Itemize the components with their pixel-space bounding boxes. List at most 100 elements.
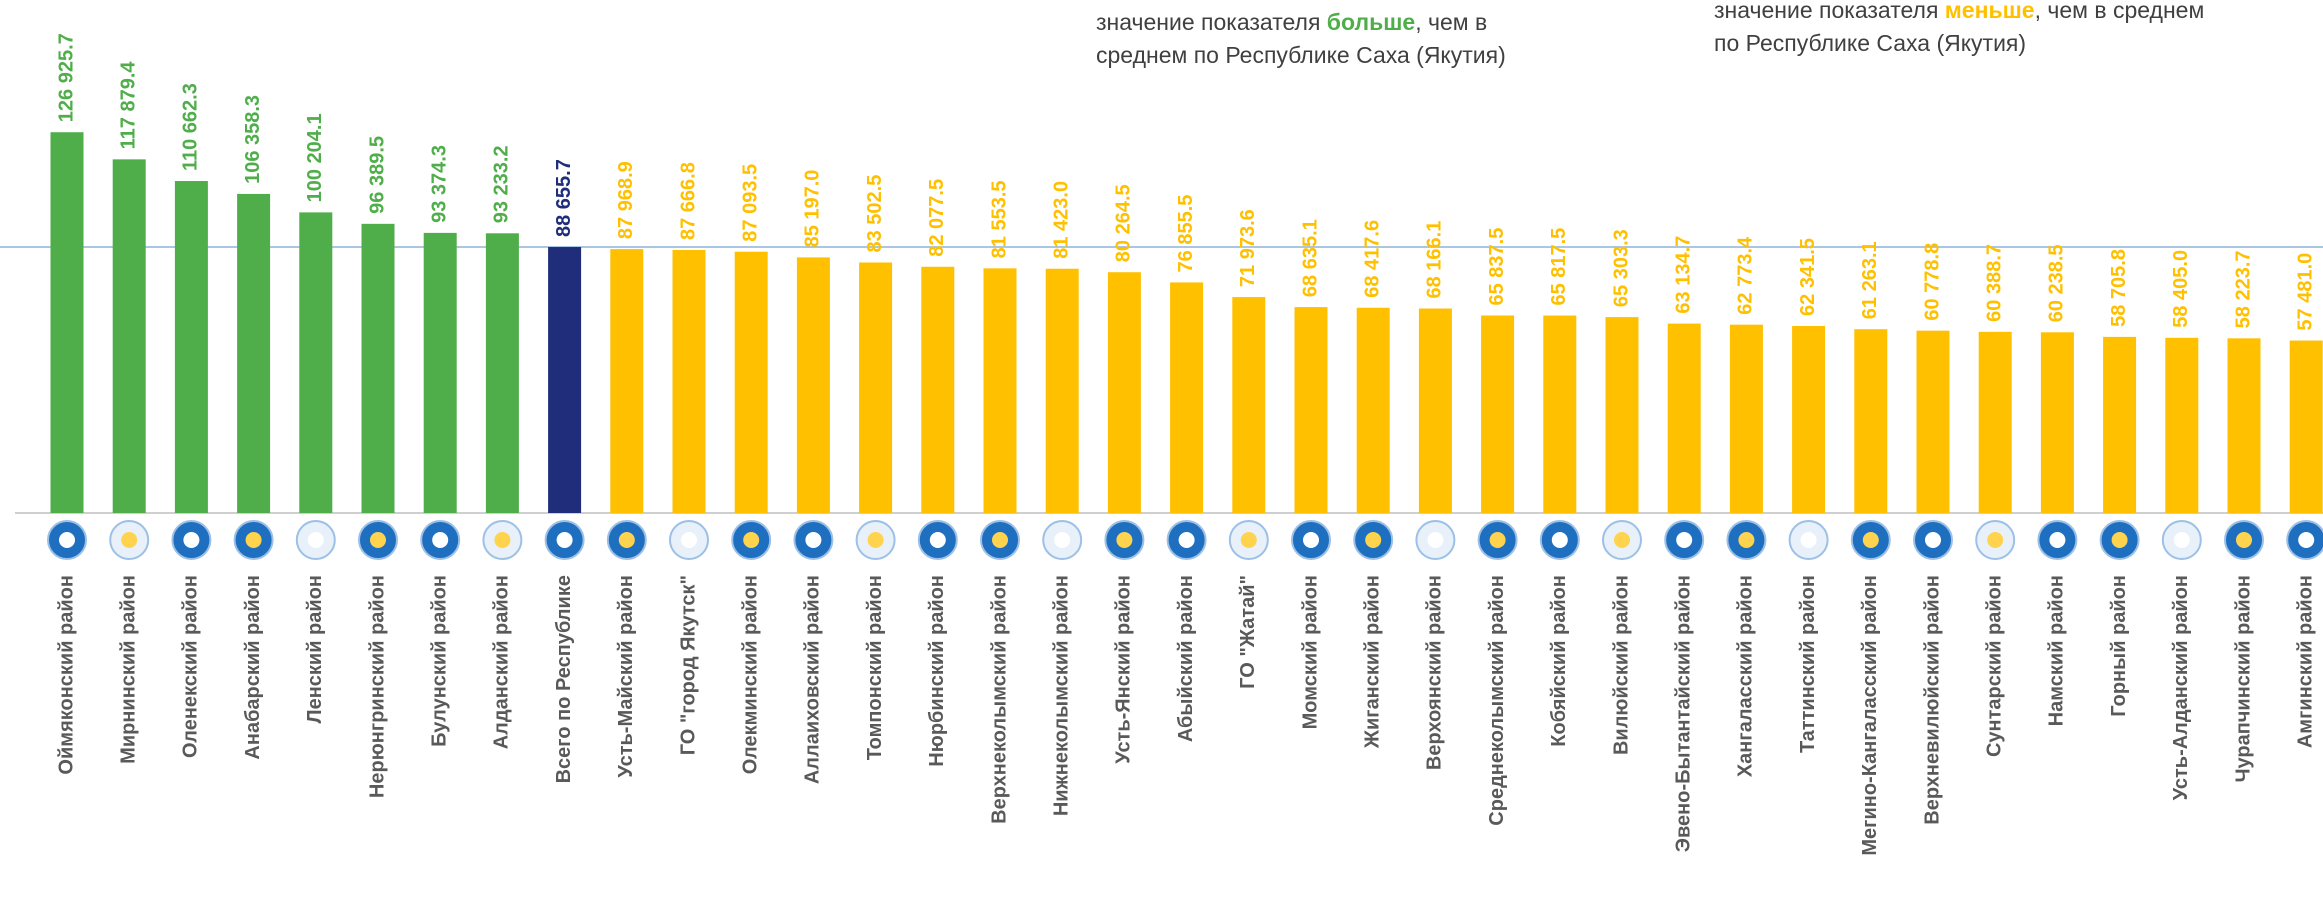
value-label: 93 233.2 xyxy=(491,145,513,223)
bar xyxy=(2289,340,2323,513)
category-label: ГО "Жатай" xyxy=(1237,575,1259,689)
emblem-inner xyxy=(1800,532,1817,548)
legend-segment: , чем в среднем xyxy=(2035,0,2205,23)
emblem-inner xyxy=(1738,532,1755,548)
value-label: 88 655.7 xyxy=(553,159,575,237)
value-label: 83 502.5 xyxy=(864,175,886,253)
bar xyxy=(2103,336,2137,513)
legend-segment: среднем по Республике Саха (Якутия) xyxy=(1096,42,1506,68)
category-label: Булунский район xyxy=(428,575,450,747)
category-label: Всего по Республике xyxy=(553,575,575,783)
bar xyxy=(174,181,208,513)
category-label: Вилюйский район xyxy=(1610,575,1632,755)
emblem-inner xyxy=(494,532,511,548)
bar xyxy=(237,193,271,513)
value-label: 68 166.1 xyxy=(1424,221,1446,299)
category-label: Чурапчинский район xyxy=(2232,575,2254,783)
bar xyxy=(1667,323,1701,513)
legend-text: среднем по Республике Саха (Якутия) xyxy=(1096,42,1506,68)
emblem-inner xyxy=(432,532,449,548)
value-label: 126 925.7 xyxy=(55,33,77,122)
bar xyxy=(1107,272,1141,513)
bar xyxy=(299,212,333,513)
emblem-inner xyxy=(2049,532,2066,548)
bar xyxy=(1356,307,1390,513)
legend-text: по Республике Саха (Якутия) xyxy=(1714,30,2026,56)
value-label: 93 374.3 xyxy=(428,145,450,223)
value-label: 60 778.8 xyxy=(1921,243,1943,321)
emblem-inner xyxy=(2236,532,2252,548)
category-label: Верхоянский район xyxy=(1424,575,1446,770)
legend-segment: по Республике Саха (Якутия) xyxy=(1714,30,2026,56)
emblem-inner xyxy=(245,532,262,548)
value-label: 110 662.3 xyxy=(180,83,202,171)
category-label: Момский район xyxy=(1299,575,1321,729)
legend-emphasis: больше xyxy=(1327,9,1415,35)
value-label: 58 405.0 xyxy=(2170,250,2192,328)
value-label: 87 666.8 xyxy=(677,162,699,240)
bar xyxy=(796,257,830,513)
value-label: 60 238.5 xyxy=(2046,244,2068,322)
emblem-inner xyxy=(1551,532,1568,548)
bar xyxy=(1481,315,1515,513)
category-label: Амгинский район xyxy=(2294,575,2316,748)
category-label: Абыйский район xyxy=(1175,575,1197,742)
bar xyxy=(2165,337,2199,513)
bar xyxy=(1978,331,2012,513)
category-label: Усть-Алданский район xyxy=(2170,575,2192,800)
value-label: 58 223.7 xyxy=(2232,250,2254,328)
bar xyxy=(1916,330,1950,513)
emblem-inner xyxy=(618,532,635,548)
value-label: 106 358.3 xyxy=(242,95,264,184)
bar xyxy=(1729,324,1763,513)
emblem-inner xyxy=(1178,532,1195,548)
category-label: Нижнеколымский район xyxy=(1050,575,1072,816)
emblem-inner xyxy=(1054,532,1071,548)
emblem-inner xyxy=(805,532,822,548)
bar xyxy=(734,251,768,514)
category-label: Нерюнгринский район xyxy=(366,575,388,798)
emblem-inner xyxy=(1116,532,1133,548)
value-label: 76 855.5 xyxy=(1175,195,1197,273)
category-label: Нюрбинский район xyxy=(926,575,948,767)
bar xyxy=(859,262,893,513)
value-label: 57 481.0 xyxy=(2294,253,2316,331)
emblem-inner xyxy=(183,532,200,548)
legend-text: значение показателя больше, чем в xyxy=(1096,9,1487,35)
category-label: Ленский район xyxy=(304,575,326,723)
category-label: Усть-Майский район xyxy=(615,575,637,778)
emblem-inner xyxy=(1240,532,1257,548)
emblem-inner xyxy=(307,532,324,548)
emblem-inner xyxy=(1925,532,1941,548)
value-label: 63 134.7 xyxy=(1672,236,1694,314)
emblem-inner xyxy=(929,532,946,548)
value-label: 65 837.5 xyxy=(1486,228,1508,306)
bar xyxy=(548,247,582,513)
bar xyxy=(423,232,457,513)
bar xyxy=(1418,308,1452,513)
emblem-inner xyxy=(1676,532,1693,548)
legend-text: значение показателя меньше, чем в средне… xyxy=(1714,0,2204,23)
value-label: 60 388.7 xyxy=(1983,244,2005,322)
emblem-inner xyxy=(992,532,1008,548)
category-label: Горный район xyxy=(2108,575,2130,717)
value-label: 68 635.1 xyxy=(1299,219,1321,297)
category-label: Сунтарский район xyxy=(1983,575,2005,757)
value-label: 81 423.0 xyxy=(1050,181,1072,259)
category-label: Намский район xyxy=(2046,575,2068,726)
value-label: 68 417.6 xyxy=(1361,220,1383,298)
emblem-inner xyxy=(59,532,75,548)
emblem-inner xyxy=(556,532,573,548)
category-label: Аллаиховский район xyxy=(802,575,824,784)
value-label: 61 263.1 xyxy=(1859,241,1881,319)
value-label: 81 553.5 xyxy=(988,180,1010,258)
value-label: 65 303.3 xyxy=(1610,229,1632,307)
emblem-inner xyxy=(1365,532,1382,548)
bar xyxy=(1045,268,1079,513)
value-label: 85 197.0 xyxy=(802,170,824,248)
legend-segment: значение показателя xyxy=(1714,0,1945,23)
emblem-inner xyxy=(743,532,760,548)
bar xyxy=(2227,338,2261,513)
value-label: 100 204.1 xyxy=(304,113,326,202)
